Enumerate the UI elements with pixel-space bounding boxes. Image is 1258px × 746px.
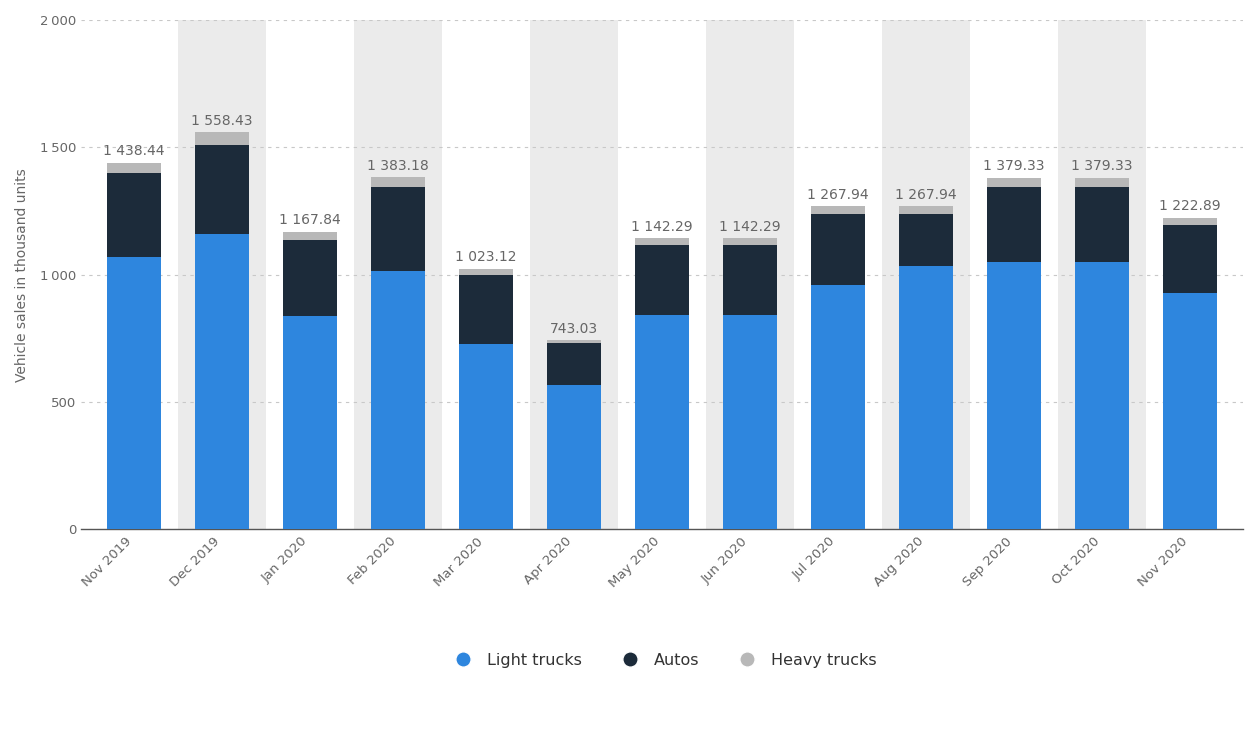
Bar bbox=[283, 232, 337, 240]
Bar bbox=[355, 20, 442, 530]
Text: 1 267.94: 1 267.94 bbox=[808, 188, 869, 202]
Bar bbox=[195, 145, 249, 234]
Text: 1 222.89: 1 222.89 bbox=[1160, 199, 1222, 213]
Bar bbox=[547, 340, 601, 343]
Bar bbox=[811, 207, 866, 214]
Bar bbox=[530, 20, 618, 530]
Bar bbox=[283, 316, 337, 530]
Bar bbox=[1074, 186, 1130, 262]
Bar bbox=[195, 234, 249, 530]
Text: 1 379.33: 1 379.33 bbox=[984, 160, 1045, 174]
Bar bbox=[1074, 262, 1130, 530]
Text: 743.03: 743.03 bbox=[550, 322, 599, 336]
Y-axis label: Vehicle sales in thousand units: Vehicle sales in thousand units bbox=[15, 168, 29, 381]
Legend: Light trucks, Autos, Heavy trucks: Light trucks, Autos, Heavy trucks bbox=[442, 646, 883, 674]
Bar bbox=[459, 275, 513, 344]
Bar bbox=[899, 266, 954, 530]
Bar bbox=[811, 214, 866, 286]
Bar bbox=[1162, 225, 1218, 293]
Bar bbox=[635, 315, 689, 530]
Bar bbox=[107, 163, 161, 173]
Bar bbox=[635, 239, 689, 245]
Bar bbox=[107, 173, 161, 257]
Bar bbox=[635, 245, 689, 315]
Text: 1 267.94: 1 267.94 bbox=[896, 188, 957, 202]
Bar bbox=[723, 245, 777, 315]
Bar bbox=[1162, 218, 1218, 225]
Bar bbox=[1074, 178, 1130, 186]
Text: 1 167.84: 1 167.84 bbox=[279, 213, 341, 228]
Bar bbox=[459, 344, 513, 530]
Bar bbox=[371, 271, 425, 530]
Bar bbox=[179, 20, 267, 530]
Bar bbox=[723, 315, 777, 530]
Bar bbox=[547, 343, 601, 386]
Bar bbox=[882, 20, 970, 530]
Text: 1 142.29: 1 142.29 bbox=[632, 220, 693, 233]
Text: 1 383.18: 1 383.18 bbox=[367, 158, 429, 172]
Bar bbox=[1162, 293, 1218, 530]
Bar bbox=[988, 186, 1042, 262]
Bar bbox=[371, 177, 425, 186]
Bar bbox=[195, 133, 249, 145]
Bar bbox=[547, 386, 601, 530]
Bar bbox=[371, 186, 425, 271]
Text: 1 558.43: 1 558.43 bbox=[191, 114, 253, 128]
Text: 1 438.44: 1 438.44 bbox=[103, 145, 165, 158]
Bar bbox=[107, 257, 161, 530]
Bar bbox=[283, 240, 337, 316]
Bar bbox=[811, 286, 866, 530]
Text: 1 379.33: 1 379.33 bbox=[1072, 160, 1133, 174]
Bar bbox=[723, 239, 777, 245]
Bar bbox=[706, 20, 794, 530]
Text: 1 023.12: 1 023.12 bbox=[455, 250, 517, 264]
Bar bbox=[459, 269, 513, 275]
Bar bbox=[988, 178, 1042, 186]
Bar bbox=[899, 207, 954, 214]
Bar bbox=[899, 214, 954, 266]
Bar bbox=[988, 262, 1042, 530]
Bar bbox=[1058, 20, 1146, 530]
Text: 1 142.29: 1 142.29 bbox=[720, 220, 781, 233]
